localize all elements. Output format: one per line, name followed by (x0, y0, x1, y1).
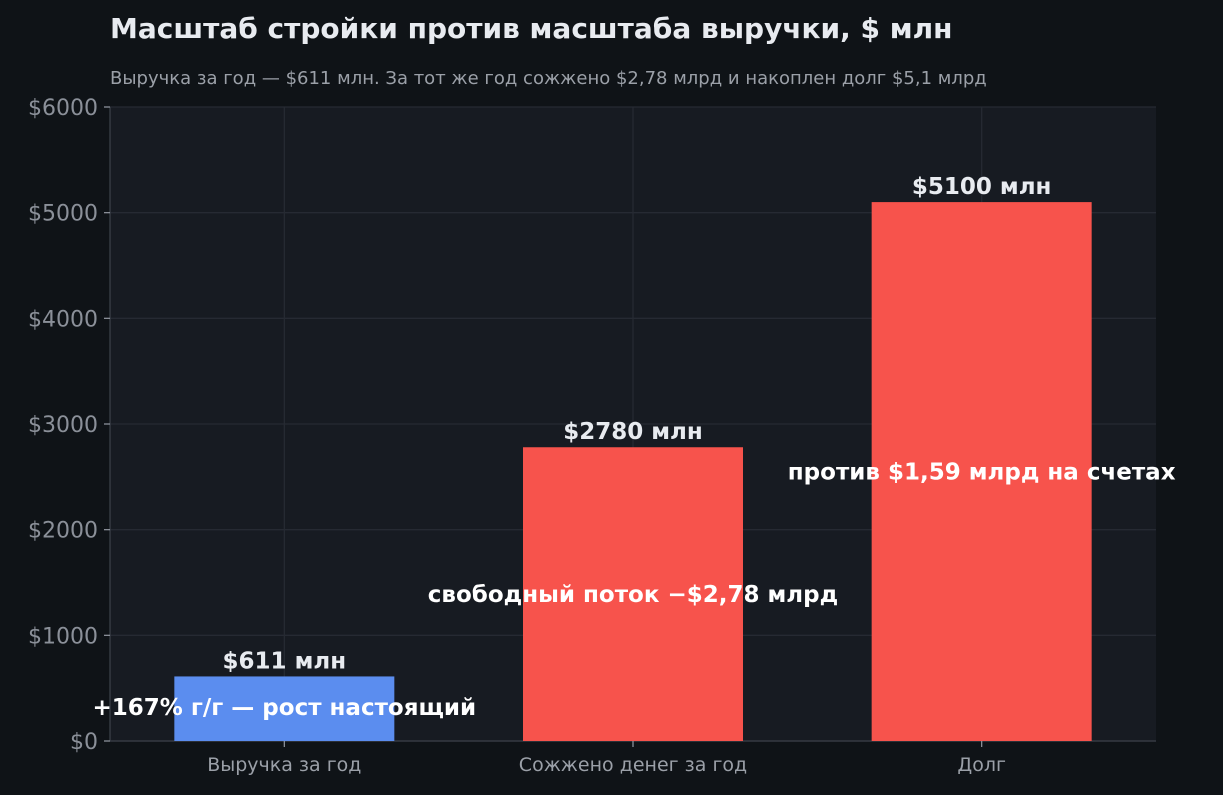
y-tick-label: $0 (70, 730, 98, 755)
bar (174, 676, 395, 741)
bar-value-label: $611 млн (223, 648, 347, 674)
bar-annotation: свободный поток −$2,78 млрд (428, 582, 838, 608)
bar (523, 447, 743, 741)
y-tick-label: $5000 (28, 202, 98, 227)
y-tick-label: $3000 (28, 413, 98, 438)
y-tick-label: $1000 (28, 624, 98, 649)
bar (871, 202, 1092, 742)
x-tick-label: Долг (957, 754, 1006, 776)
chart-title: Масштаб стройки против масштаба выручки,… (110, 12, 953, 45)
plot-area: $0 $1000 $2000 $3000 $4000 $5000 $6000 $611 млн… (28, 96, 1176, 776)
chart-subtitle: Выручка за год — $611 млн. За тот же год… (110, 68, 987, 89)
bar-annotation: против $1,59 млрд на счетах (788, 460, 1176, 486)
x-tick-label: Сожжено денег за год (519, 754, 747, 776)
x-tick-label: Выручка за год (207, 754, 361, 776)
bar-value-label: $2780 млн (563, 419, 703, 445)
y-tick-label: $4000 (28, 307, 98, 332)
y-tick-label: $6000 (28, 96, 98, 121)
bar-annotation: +167% г/г — рост настоящий (93, 695, 477, 721)
bar-value-label: $5100 млн (912, 174, 1052, 200)
y-tick-label: $2000 (28, 519, 98, 544)
